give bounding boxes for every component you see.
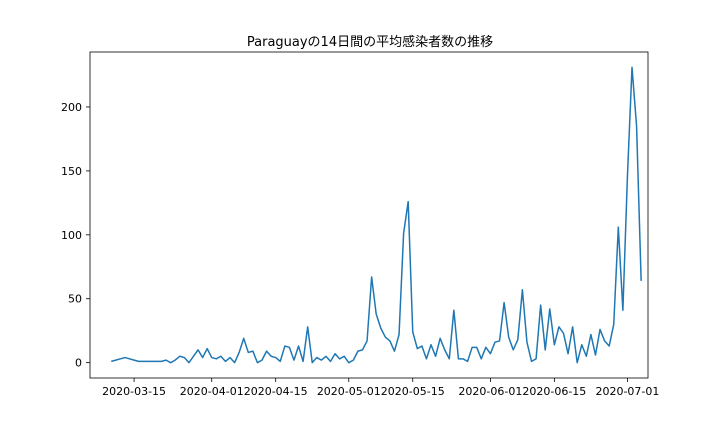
x-tick-label: 2020-06-01 — [458, 385, 522, 398]
chart-title: Paraguayの14日間の平均感染者数の推移 — [247, 34, 493, 50]
x-tick-label: 2020-05-01 — [317, 385, 381, 398]
series-line — [111, 66, 642, 364]
y-tick-label: 150 — [61, 165, 82, 178]
x-tick-label: 2020-05-15 — [381, 385, 445, 398]
y-tick-label: 0 — [75, 357, 82, 370]
x-tick-label: 2020-03-15 — [102, 385, 166, 398]
x-tick-label: 2020-04-15 — [244, 385, 308, 398]
x-tick-label: 2020-04-01 — [180, 385, 244, 398]
plot-area: 0 50 100 150 200 2020-03-15 2020-04-01 2020-04-… — [61, 51, 659, 398]
x-tick-label: 2020-07-01 — [595, 385, 659, 398]
axes-frame — [89, 51, 649, 379]
y-tick-label: 50 — [68, 293, 82, 306]
y-tick-label: 100 — [61, 229, 82, 242]
y-tick-label: 200 — [61, 101, 82, 114]
x-tick-label: 2020-06-15 — [522, 385, 586, 398]
